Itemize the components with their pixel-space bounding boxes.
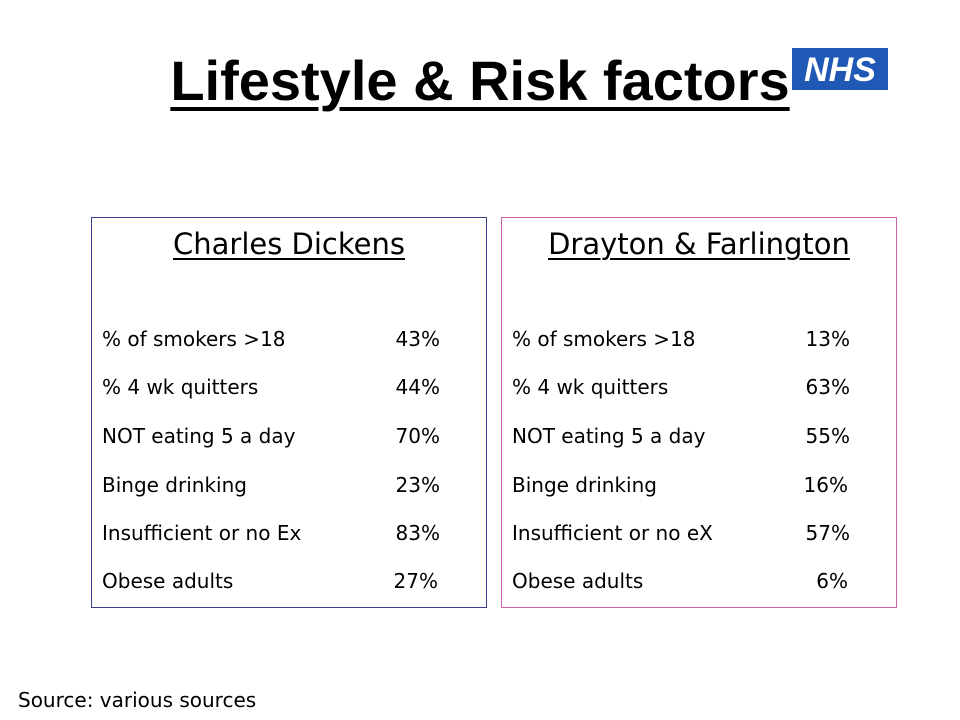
row-label: % 4 wk quitters [512,375,669,399]
row-value: 44% [395,375,440,399]
row-value: 16% [803,473,848,497]
row-label: % of smokers >18 [512,327,696,351]
row-label: Obese adults [512,569,644,593]
table-row: Binge drinking 16% [512,470,848,500]
panel-title: Drayton & Farlington [502,226,896,262]
table-row: Insufficient or no eX 57% [512,518,850,548]
table-row: % 4 wk quitters 63% [512,372,850,402]
table-row: Obese adults 27% [102,566,438,596]
row-label: Insufficient or no eX [512,521,713,545]
source-note: Source: various sources [18,688,257,712]
row-value: 43% [395,327,440,351]
table-row: NOT eating 5 a day 55% [512,421,850,451]
row-value: 83% [395,521,440,545]
slide-title: Lifestyle & Risk factors [0,46,960,116]
row-label: % 4 wk quitters [102,375,259,399]
row-label: % of smokers >18 [102,327,286,351]
row-label: Binge drinking [512,473,657,497]
table-row: % of smokers >18 43% [102,324,440,354]
row-value: 55% [805,424,850,448]
panel-title-text: Drayton & Farlington [548,227,850,261]
panel-drayton-farlington: Drayton & Farlington % of smokers >18 13… [501,217,897,608]
row-value: 57% [805,521,850,545]
panel-title: Charles Dickens [92,226,486,262]
table-row: Insufficient or no Ex 83% [102,518,440,548]
row-value: 27% [393,569,438,593]
panel-charles-dickens: Charles Dickens % of smokers >18 43% % 4… [91,217,487,608]
panel-title-text: Charles Dickens [173,227,405,261]
row-label: NOT eating 5 a day [102,424,296,448]
row-value: 23% [395,473,440,497]
row-value: 6% [816,569,848,593]
row-label: Obese adults [102,569,234,593]
table-row: Binge drinking 23% [102,470,440,500]
nhs-logo-icon: NHS [792,48,888,90]
table-row: % 4 wk quitters 44% [102,372,440,402]
table-row: NOT eating 5 a day 70% [102,421,440,451]
row-label: Binge drinking [102,473,247,497]
nhs-logo: NHS [792,48,888,90]
slide-title-text: Lifestyle & Risk factors [170,49,790,112]
table-row: % of smokers >18 13% [512,324,850,354]
table-row: Obese adults 6% [512,566,848,596]
row-label: NOT eating 5 a day [512,424,706,448]
row-value: 63% [805,375,850,399]
row-value: 70% [395,424,440,448]
row-value: 13% [805,327,850,351]
nhs-logo-text: NHS [804,51,876,89]
row-label: Insufficient or no Ex [102,521,302,545]
